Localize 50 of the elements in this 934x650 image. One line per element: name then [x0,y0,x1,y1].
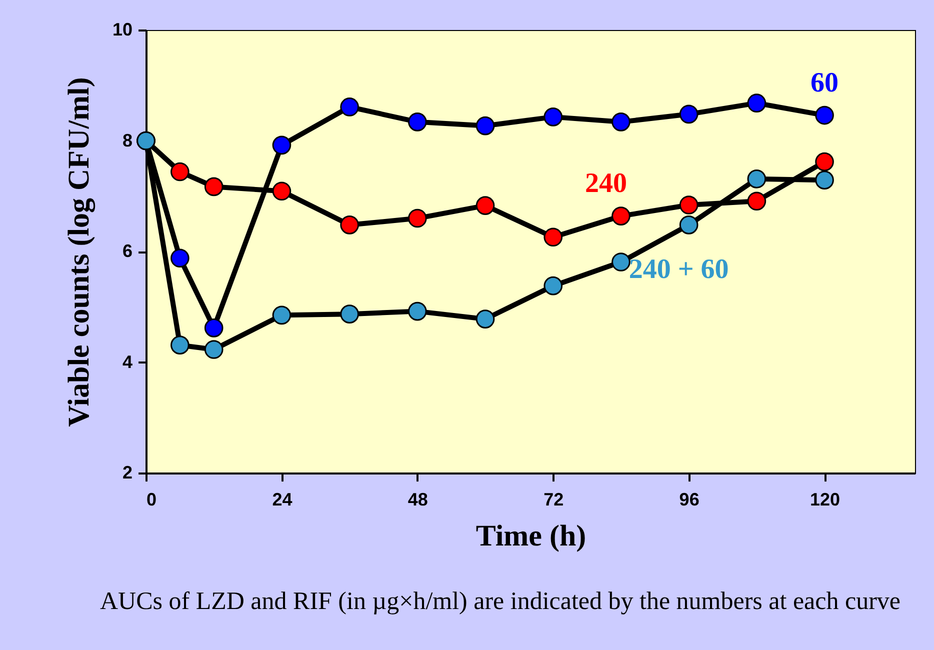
point [679,196,698,214]
x-tick-label: 0 [146,490,157,510]
y-axis-title: Viable counts (log CFU/ml) [62,77,96,427]
point [747,192,766,210]
point [204,318,224,338]
point [476,196,495,215]
x-tick-label: 72 [544,490,564,510]
point [340,216,359,234]
point [204,177,224,196]
point [170,248,190,268]
point [612,206,630,226]
point [272,306,292,325]
point [544,276,563,296]
point [544,108,563,126]
x-tick-label: 120 [810,490,840,510]
y-tick-label: 4 [122,352,132,372]
point [272,182,292,201]
point [408,208,427,228]
point [340,304,359,324]
point [815,152,834,172]
x-tick-label: 48 [408,490,428,510]
point [408,302,427,321]
point [612,112,630,132]
point [612,252,630,272]
x-axis-title: Time (h) [476,520,586,552]
point [204,340,224,359]
point [679,216,698,234]
point [340,98,359,116]
x-tick-label: 96 [679,490,700,510]
point [476,116,495,136]
point [815,106,834,125]
y-tick-label: 2 [122,462,132,482]
y-tick-label: 8 [122,130,132,150]
series-label: 60 [810,67,839,98]
point [747,94,766,112]
text: AUCs of LZD and RIF (in µg×h/ml) are indicated by the numbers at each curve [100,588,902,616]
point [272,136,292,155]
point [408,112,427,132]
series-label: 240 + 60 [628,254,729,285]
point [476,310,495,328]
point [170,336,190,354]
point [170,162,190,182]
point [544,228,563,246]
series-label: 240 [584,168,627,200]
y-tick-label: 10 [112,20,132,40]
y-tick-label: 6 [122,241,132,261]
point [679,104,698,124]
point [815,170,834,190]
point [747,170,766,188]
x-tick-label: 24 [272,490,292,510]
